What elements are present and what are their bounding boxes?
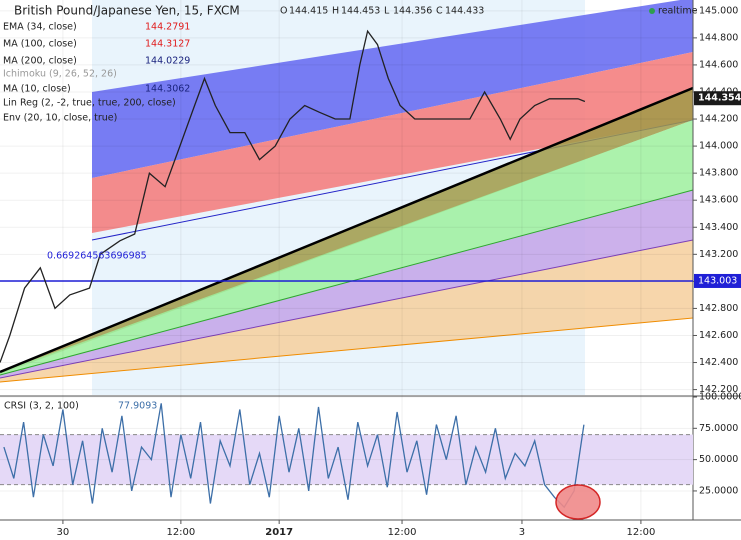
ohlc-key: O (280, 6, 287, 17)
x-tick-label: 3 (519, 527, 525, 538)
legend-entry: EMA (34, close) (3, 22, 77, 33)
ohlc-key: L (384, 6, 390, 17)
highlight-circle (555, 484, 601, 520)
y-tick-label: 50.0000 (699, 454, 738, 465)
last-price-tag (694, 91, 741, 106)
legend-value: 144.0229 (145, 56, 190, 67)
ohlc-key: C (436, 6, 443, 17)
x-tick-label: 2017 (265, 527, 293, 538)
band (0, 434, 693, 485)
legend-entry: Lin Reg (2, -2, true, true, 200, close) (3, 98, 176, 109)
crsi-value: 77.9093 (118, 401, 157, 412)
y-tick-label: 143.200 (699, 249, 738, 260)
legend-entry: MA (10, close) (3, 84, 71, 95)
x-tick-label: 30 (57, 527, 70, 538)
ohlc-value: 144.356 (393, 6, 432, 17)
status-dot (649, 8, 655, 14)
series-line (3, 403, 585, 509)
annotation: 0.669264563696985 (47, 251, 147, 262)
crsi-title: CRSI (3, 2, 100) (4, 401, 79, 412)
legend-entry: MA (100, close) (3, 39, 77, 50)
y-tick-label: 143.400 (699, 222, 738, 233)
y-tick-label: 144.800 (699, 32, 738, 43)
series-line (0, 29, 586, 363)
x-tick-label: 12:00 (388, 527, 417, 538)
legend-value: 144.3062 (145, 84, 190, 95)
y-tick-label: 144.200 (699, 114, 738, 125)
y-tick-label: 142.800 (699, 303, 738, 314)
price-axis-bg (693, 0, 741, 540)
price-tag-label: 143.003 (698, 275, 737, 286)
trend-line (0, 86, 694, 374)
fan-line (0, 189, 694, 376)
legend-entry: MA (200, close) (3, 56, 77, 67)
x-tick-label: 12:00 (166, 527, 195, 538)
fan-purple (0, 190, 693, 378)
chart-title: British Pound/Japanese Yen, 15, FXCM (14, 4, 240, 18)
fan-line (0, 239, 694, 379)
y-tick-label: 144.600 (699, 59, 738, 70)
y-tick-label: 142.200 (699, 384, 738, 395)
y-tick-label: 143.600 (699, 195, 738, 206)
legend-value: 144.2791 (145, 22, 190, 33)
fan-line (0, 317, 694, 383)
last-price-label: 144.354 (698, 93, 741, 104)
x-tick-label: 12:00 (626, 527, 655, 538)
ohlc-value: 144.433 (445, 6, 484, 17)
y-tick-label: 143.800 (699, 168, 738, 179)
legend-value: 144.3127 (145, 39, 190, 50)
y-tick-label: 142.600 (699, 330, 738, 341)
ohlc-value: 144.453 (341, 6, 380, 17)
y-tick-label: 145.000 (699, 5, 738, 16)
y-tick-label: 142.400 (699, 357, 738, 368)
legend-entry: Ichimoku (9, 26, 52, 26) (3, 69, 117, 80)
fan-green (0, 120, 693, 375)
ohlc-key: H (332, 6, 339, 17)
y-tick-label: 25.0000 (699, 485, 738, 496)
fan-orange (0, 240, 693, 382)
y-tick-label: 100.0000 (699, 392, 741, 403)
legend-entry: Env (20, 10, close, true) (3, 113, 117, 124)
price-tag (694, 273, 741, 288)
y-tick-label: 75.0000 (699, 423, 738, 434)
regression-middle (92, 52, 693, 233)
y-tick-label: 144.000 (699, 141, 738, 152)
ohlc-value: 144.415 (289, 6, 328, 17)
status: realtime (658, 6, 698, 17)
